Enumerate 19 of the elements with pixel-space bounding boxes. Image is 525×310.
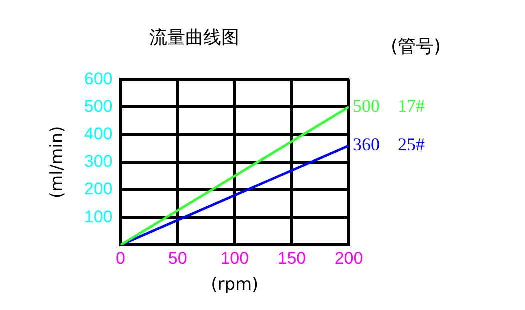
y-tick-label: 100 bbox=[84, 207, 113, 226]
data-label: 500 bbox=[353, 96, 380, 116]
legend-title: (管号) bbox=[391, 36, 442, 58]
x-tick-label: 50 bbox=[168, 249, 188, 268]
y-tick-label: 300 bbox=[84, 152, 113, 172]
y-tick-label: 400 bbox=[84, 124, 113, 144]
chart-title: 流量曲线图 bbox=[150, 27, 240, 48]
x-tick-label: 200 bbox=[334, 249, 364, 268]
text: 25# bbox=[398, 134, 425, 155]
x-tick-label: 150 bbox=[278, 249, 306, 268]
x-axis-title: (rpm) bbox=[211, 275, 259, 296]
y-tick-label: 600 bbox=[84, 69, 113, 88]
x-tick-label: 100 bbox=[220, 249, 250, 268]
text: 17# bbox=[398, 96, 425, 116]
y-tick-label: 500 bbox=[84, 96, 113, 116]
data-label: 360 bbox=[353, 134, 380, 155]
y-tick-label: 200 bbox=[84, 180, 113, 199]
y-axis-title: (ml/min) bbox=[48, 126, 68, 199]
x-tick-label: 0 bbox=[116, 249, 126, 268]
